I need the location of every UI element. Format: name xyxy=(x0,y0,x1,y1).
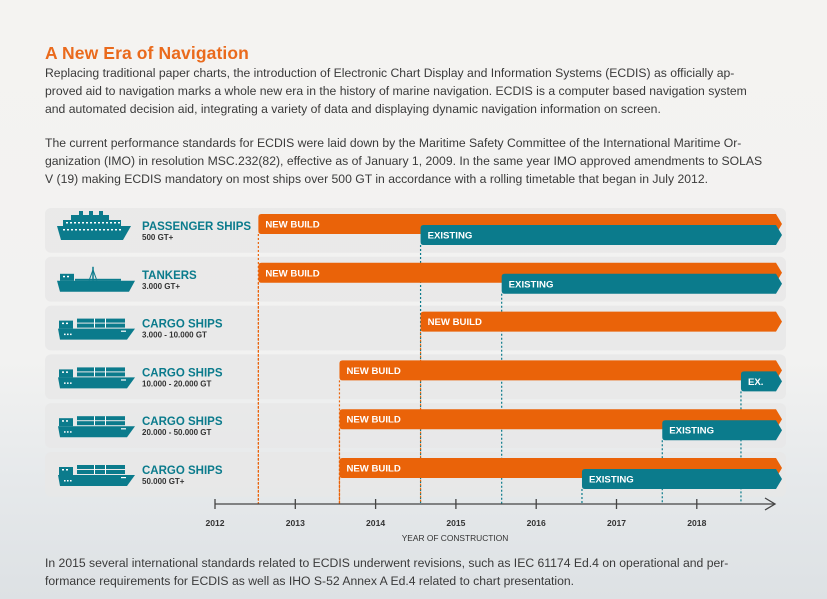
new-build-bar-label: NEW BUILD xyxy=(265,220,319,231)
cargo-ship-icon xyxy=(58,318,135,340)
new-build-bar-label: NEW BUILD xyxy=(346,366,400,377)
text-line: and automated decision aid, integrating … xyxy=(45,102,661,116)
tanker-icon xyxy=(57,266,135,292)
existing-bar: EXISTING xyxy=(581,469,782,489)
row-ship-size: 50.000 GT+ xyxy=(142,477,185,486)
existing-bar-label: EXISTING xyxy=(509,279,554,290)
cargo-ship-icon xyxy=(58,367,135,389)
x-tick-label: 2015 xyxy=(446,518,465,528)
text-line: Replacing traditional paper charts, the … xyxy=(45,66,735,80)
cargo-ship-icon xyxy=(58,416,135,438)
text-line: The current performance standards for EC… xyxy=(45,136,742,150)
x-tick-label: 2016 xyxy=(527,518,546,528)
new-build-bar-label: NEW BUILD xyxy=(346,415,400,426)
footer-paragraph: In 2015 several international standards … xyxy=(45,554,795,590)
existing-bar: EXISTING xyxy=(662,420,782,441)
existing-bar-shape xyxy=(581,469,782,489)
row-ship-size: 10.000 - 20.000 GT xyxy=(142,379,211,388)
x-axis-arrow-icon xyxy=(764,497,777,511)
existing-bar: EXISTING xyxy=(420,225,782,245)
existing-bar-shape xyxy=(420,225,782,245)
row-ship-size: 500 GT+ xyxy=(142,233,174,242)
existing-bar: EXISTING xyxy=(501,273,782,294)
existing-bar-label: EX. xyxy=(748,377,763,388)
new-build-bar-shape xyxy=(420,311,782,332)
row-ship-type: PASSENGER SHIPS xyxy=(142,221,251,233)
existing-bar: EX. xyxy=(740,371,782,392)
text-line: In 2015 several international standards … xyxy=(45,556,729,570)
cargo-ship-icon xyxy=(58,465,135,486)
text-line: ganization (IMO) in resolution MSC.232(8… xyxy=(45,154,763,168)
chart-bars: NEW BUILD EXISTING NEW BUILD EXISTING NEW BU… xyxy=(258,214,782,489)
row-ship-type: TANKERS xyxy=(142,270,197,282)
text-line: V (19) making ECDIS mandatory on most sh… xyxy=(45,172,708,186)
x-tick-label: 2018 xyxy=(687,518,706,528)
x-tick-label: 2012 xyxy=(205,518,224,528)
x-axis: YEAR OF CONSTRUCTION 2012 2013 2014 2015 201… xyxy=(205,497,777,543)
new-build-bar-label: NEW BUILD xyxy=(346,464,400,475)
existing-bar-label: EXISTING xyxy=(669,426,714,437)
x-tick-label: 2017 xyxy=(607,518,626,528)
existing-bar-shape xyxy=(740,371,782,392)
row-ship-type: CARGO SHIPS xyxy=(142,465,223,477)
new-build-bar-shape xyxy=(339,360,782,381)
row-ship-size: 20.000 - 50.000 GT xyxy=(142,428,211,437)
row-ship-size: 3.000 GT+ xyxy=(142,282,180,291)
row-ship-type: CARGO SHIPS xyxy=(142,319,223,331)
x-tick-label: 2013 xyxy=(286,518,305,528)
new-build-bar-label: NEW BUILD xyxy=(265,268,319,279)
x-tick-label: 2014 xyxy=(366,518,385,528)
new-build-bar: NEW BUILD xyxy=(420,311,782,332)
new-build-bar-label: NEW BUILD xyxy=(428,317,482,328)
page-title: A New Era of Navigation xyxy=(45,43,249,63)
existing-bar-label: EXISTING xyxy=(589,475,634,486)
existing-bar-shape xyxy=(501,273,782,294)
row-ship-type: CARGO SHIPS xyxy=(142,367,223,379)
new-build-bar: NEW BUILD xyxy=(339,360,782,381)
row-ship-type: CARGO SHIPS xyxy=(142,416,223,428)
existing-bar-label: EXISTING xyxy=(428,231,473,242)
existing-bar-shape xyxy=(662,420,782,441)
text-line: formance requirements for ECDIS as well … xyxy=(45,574,575,588)
passenger-ship-icon xyxy=(57,211,131,240)
intro-paragraph-1: Replacing traditional paper charts, the … xyxy=(45,64,795,118)
intro-paragraph-2: The current performance standards for EC… xyxy=(45,134,795,188)
row-ship-size: 3.000 - 10.000 GT xyxy=(142,331,207,340)
text-line: proved aid to navigation marks a whole n… xyxy=(45,84,747,98)
x-axis-title: YEAR OF CONSTRUCTION xyxy=(402,533,509,543)
